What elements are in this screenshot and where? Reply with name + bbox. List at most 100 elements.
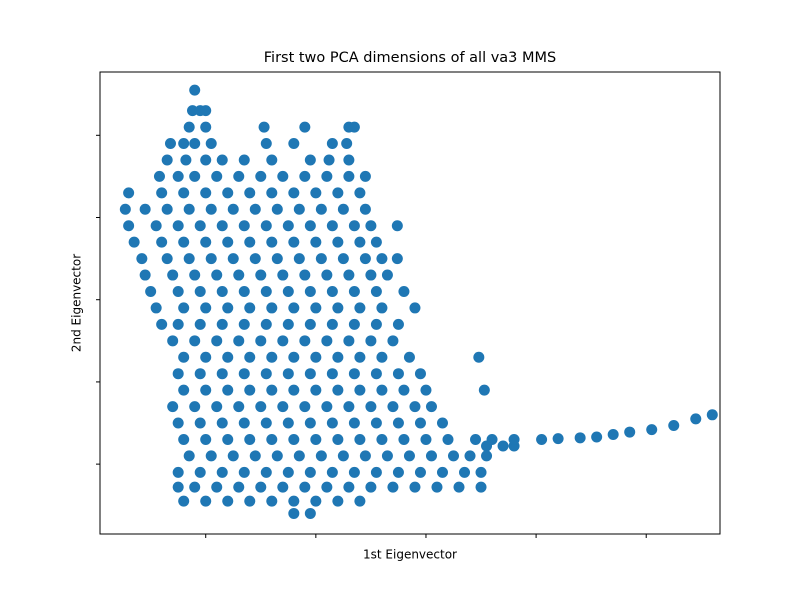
point <box>266 495 278 507</box>
point <box>304 368 316 380</box>
point <box>354 384 366 396</box>
point <box>211 335 223 347</box>
point <box>194 318 206 330</box>
point <box>249 253 261 265</box>
point <box>266 384 278 396</box>
point <box>299 401 311 413</box>
point <box>244 495 256 507</box>
point <box>167 269 179 281</box>
point <box>459 466 471 478</box>
point <box>332 495 344 507</box>
point <box>161 154 173 166</box>
point <box>436 417 448 429</box>
point <box>244 302 256 314</box>
point <box>403 450 415 462</box>
point <box>216 417 228 429</box>
point <box>180 154 192 166</box>
point <box>194 368 206 380</box>
point <box>431 481 443 493</box>
point <box>244 236 256 248</box>
point <box>233 335 245 347</box>
point <box>244 187 256 199</box>
point <box>332 236 344 248</box>
point <box>288 433 300 445</box>
point <box>282 318 294 330</box>
point <box>153 170 165 182</box>
point <box>277 170 289 182</box>
point <box>161 253 173 265</box>
point <box>266 154 278 166</box>
point <box>304 318 316 330</box>
point <box>288 507 300 519</box>
point <box>150 220 162 232</box>
point <box>233 401 245 413</box>
point <box>227 203 239 215</box>
point <box>238 417 250 429</box>
point <box>136 253 148 265</box>
point <box>260 285 272 297</box>
point <box>216 220 228 232</box>
point <box>200 302 212 314</box>
point <box>205 450 217 462</box>
point <box>266 433 278 445</box>
point <box>299 121 311 133</box>
point <box>164 138 176 150</box>
point <box>475 481 487 493</box>
point <box>189 84 201 96</box>
point <box>183 450 195 462</box>
point <box>391 220 403 232</box>
point <box>376 302 388 314</box>
point <box>387 335 399 347</box>
point <box>470 433 482 445</box>
point <box>706 409 718 421</box>
point <box>381 450 393 462</box>
point <box>326 318 338 330</box>
point <box>304 285 316 297</box>
point <box>332 384 344 396</box>
point <box>266 351 278 363</box>
point <box>282 466 294 478</box>
point <box>310 351 322 363</box>
point <box>391 253 403 265</box>
point <box>238 466 250 478</box>
point <box>343 269 355 281</box>
point <box>326 466 338 478</box>
point <box>348 121 360 133</box>
point <box>194 466 206 478</box>
point <box>299 170 311 182</box>
point <box>183 253 195 265</box>
point <box>473 351 485 363</box>
point <box>167 335 179 347</box>
point <box>172 318 184 330</box>
point <box>398 433 410 445</box>
point <box>442 433 454 445</box>
point <box>354 236 366 248</box>
chart-title: First two PCA dimensions of all va3 MMS <box>264 50 557 66</box>
point <box>288 495 300 507</box>
point <box>354 495 366 507</box>
point <box>260 368 272 380</box>
point <box>260 138 272 150</box>
point <box>200 384 212 396</box>
point <box>370 417 382 429</box>
point <box>299 269 311 281</box>
y-axis-label: 2nd Eigenvector <box>70 254 84 352</box>
point <box>178 495 190 507</box>
point <box>277 269 289 281</box>
point <box>365 220 377 232</box>
point <box>326 368 338 380</box>
point <box>414 368 426 380</box>
point <box>119 203 131 215</box>
point <box>249 203 261 215</box>
point <box>139 203 151 215</box>
point <box>299 481 311 493</box>
point <box>172 170 184 182</box>
x-axis-label: 1st Eigenvector <box>363 548 457 562</box>
point <box>178 433 190 445</box>
point <box>326 138 338 150</box>
point <box>365 335 377 347</box>
point <box>249 450 261 462</box>
point <box>315 253 327 265</box>
point <box>321 335 333 347</box>
